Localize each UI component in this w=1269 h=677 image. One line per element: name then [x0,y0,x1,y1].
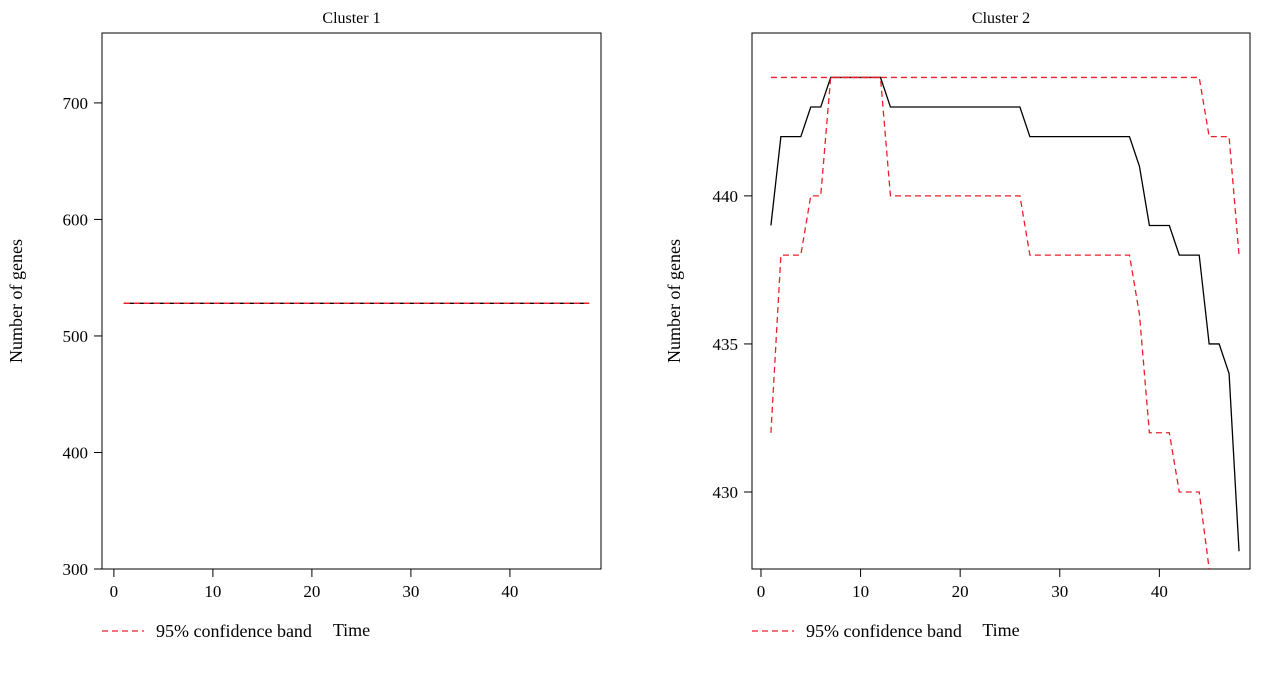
series-line-estimate [770,76,1240,552]
x-tick-label: 20 [952,582,969,601]
x-tick-label: 20 [303,582,320,601]
y-tick-label: 430 [713,483,739,502]
chart-title: Cluster 2 [972,10,1030,27]
y-tick-label: 600 [63,210,89,229]
x-tick-label: 40 [501,582,518,601]
plot-frame [101,32,602,570]
chart-title: Cluster 1 [322,10,380,27]
x-tick-label: 30 [1051,582,1068,601]
y-tick-label: 440 [713,187,739,206]
y-axis-title: Number of genes [6,239,26,363]
y-tick-label: 300 [63,560,89,579]
series-line-band-lower [770,76,1210,569]
plot-frame [751,32,1251,570]
x-tick-label: 0 [110,582,119,601]
y-tick-label: 435 [713,335,739,354]
legend-label: 95% confidence band [156,621,312,641]
y-tick-label: 700 [63,94,89,113]
legend-label: 95% confidence band [806,621,962,641]
x-tick-label: 30 [402,582,419,601]
y-tick-label: 400 [63,443,89,462]
y-axis-title: Number of genes [664,239,684,363]
x-tick-label: 10 [852,582,869,601]
x-tick-label: 10 [204,582,221,601]
y-tick-label: 500 [63,327,89,346]
series-line-band-upper [770,76,1240,256]
x-axis-title: Time [982,620,1019,640]
x-tick-label: 0 [757,582,766,601]
chart-panel-2: Cluster 2 0 10 20 30 40 430 435 440 Time Number of… [664,10,1251,641]
x-tick-label: 40 [1151,582,1168,601]
chart-panel-1: Cluster 1 0 10 20 30 40 300 400 500 600 700 Time Num… [6,10,602,641]
x-axis-title: Time [333,620,370,640]
